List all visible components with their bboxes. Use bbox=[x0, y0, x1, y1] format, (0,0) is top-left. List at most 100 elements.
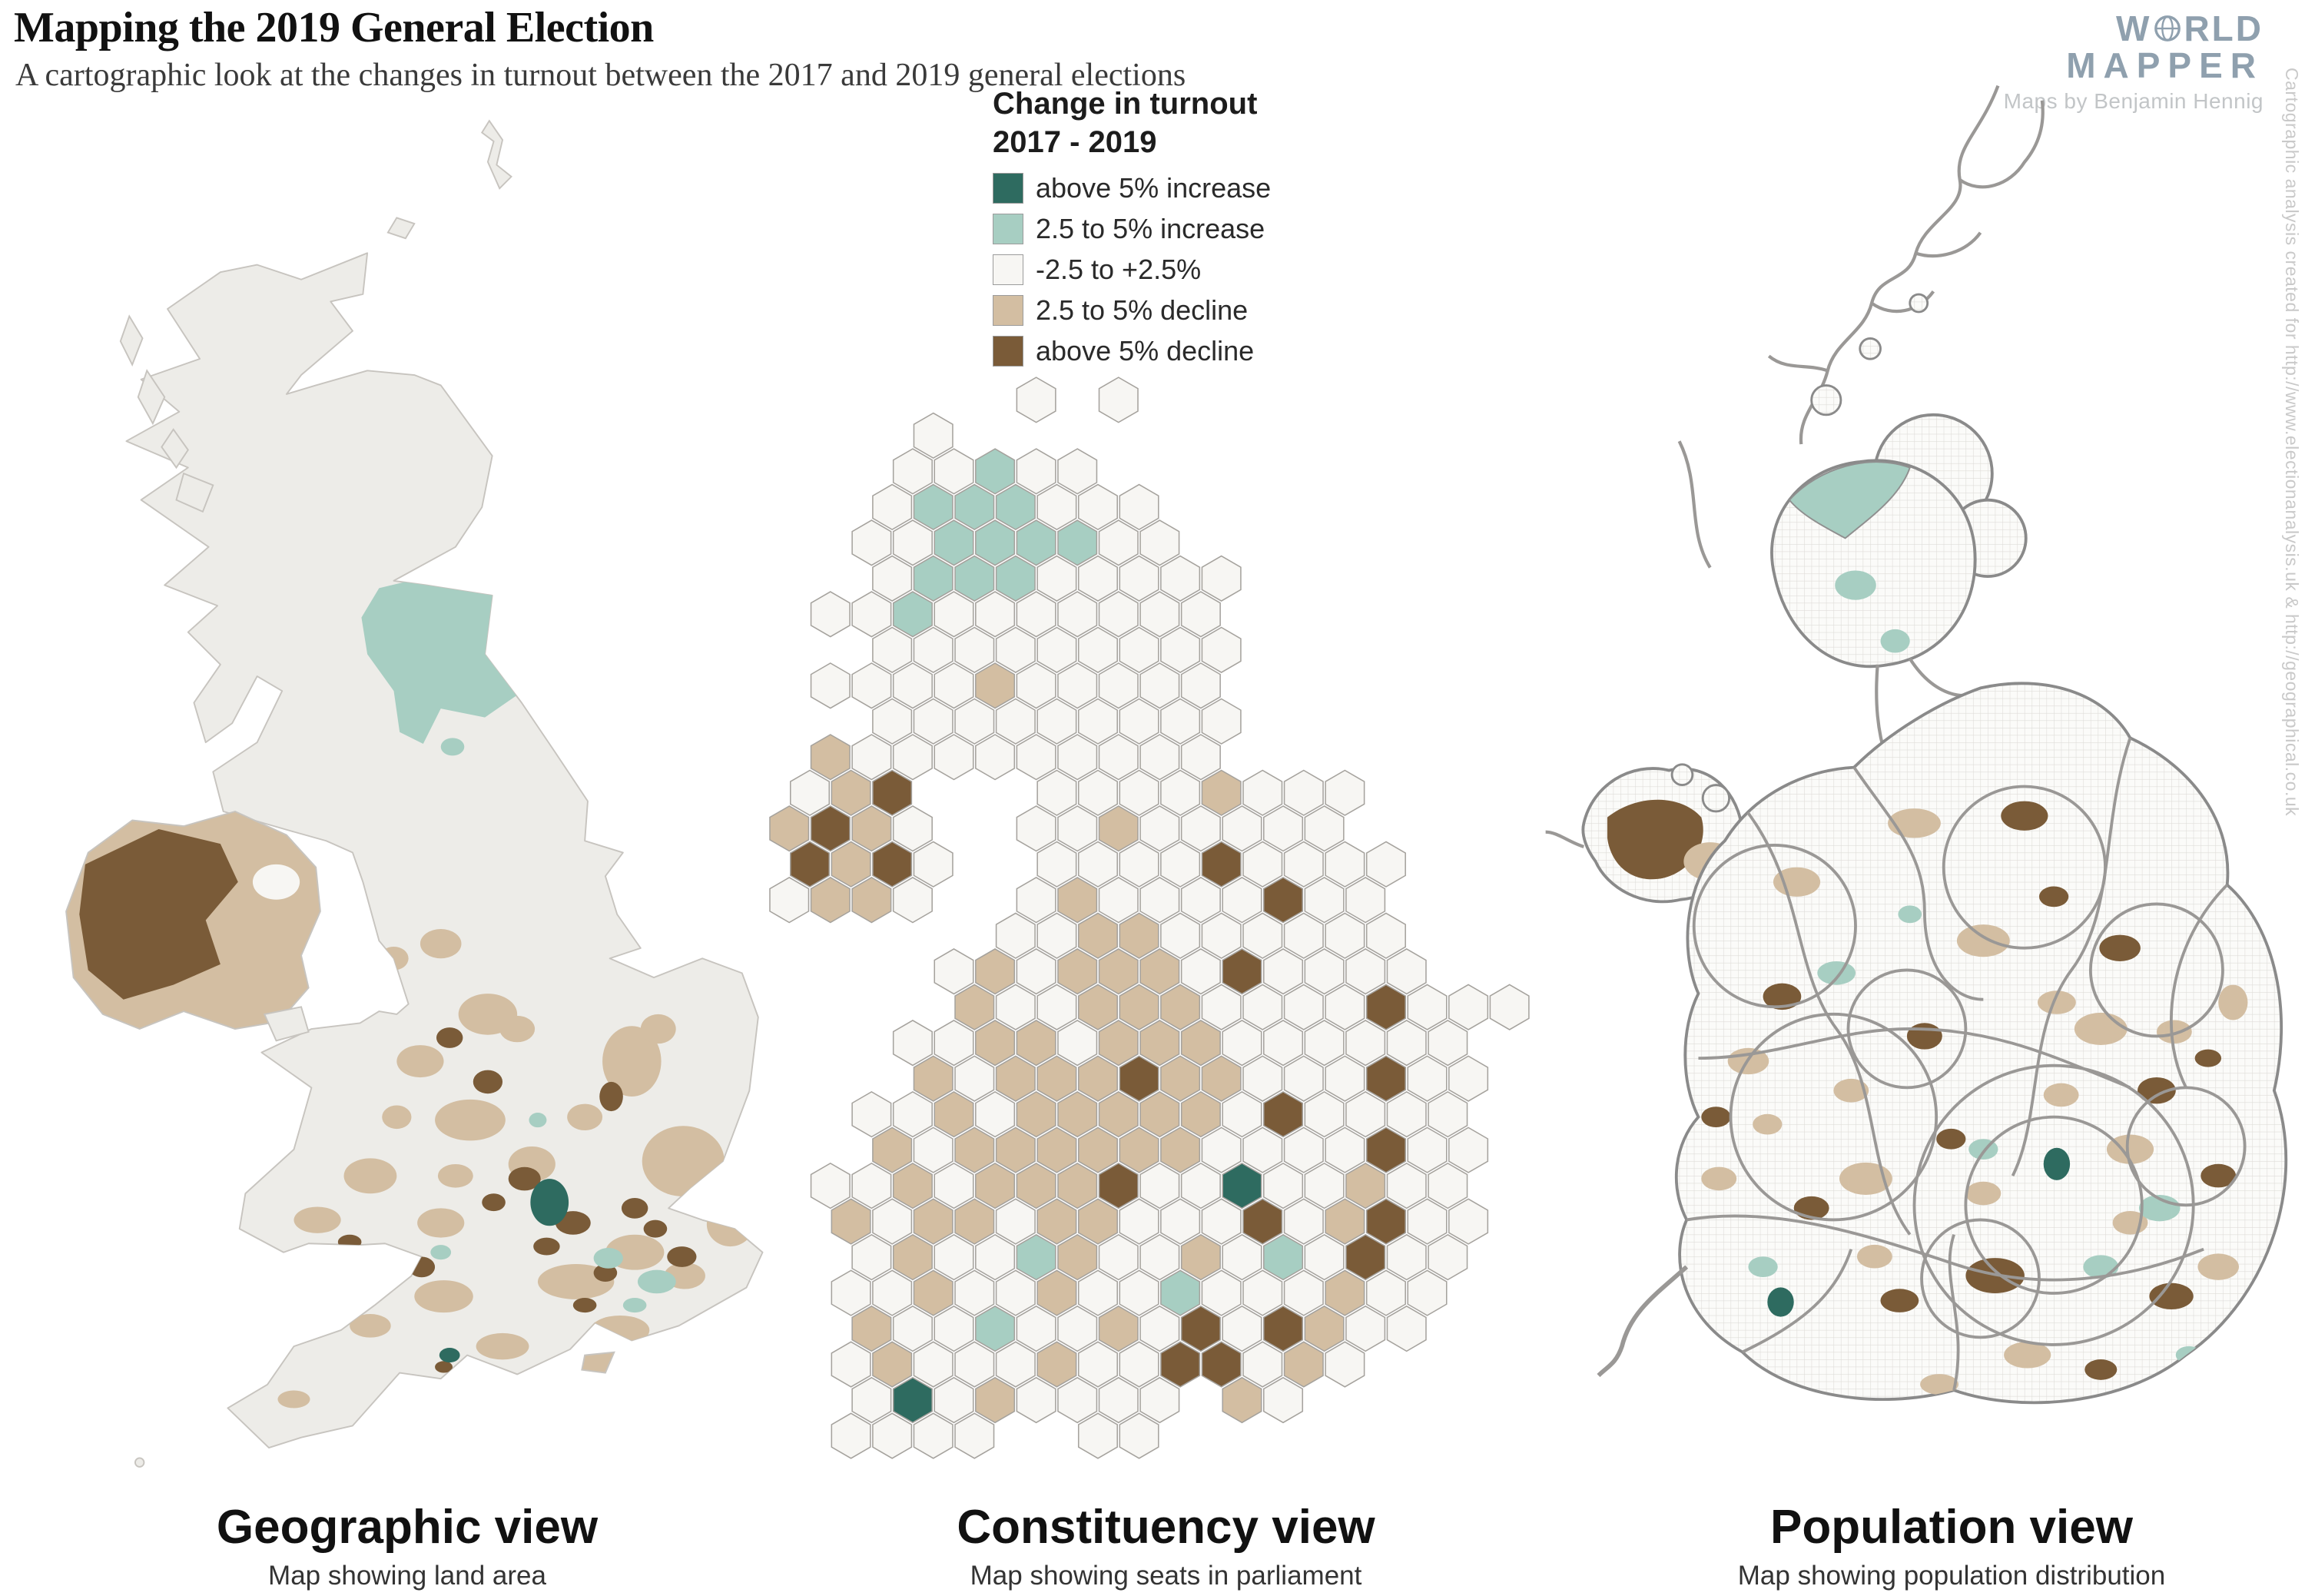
region-patch bbox=[590, 1315, 650, 1345]
hex-constituency bbox=[1201, 1341, 1242, 1388]
legend-item: above 5% decline bbox=[993, 335, 1346, 367]
hex-constituency bbox=[1119, 841, 1159, 888]
hex-constituency bbox=[1077, 1412, 1118, 1459]
hex-constituency bbox=[1036, 698, 1077, 745]
hex-constituency bbox=[1263, 1376, 1304, 1424]
hex-constituency bbox=[1160, 984, 1201, 1030]
region-patch bbox=[1898, 905, 1922, 924]
region-patch bbox=[2138, 1194, 2181, 1222]
region-patch bbox=[435, 1361, 453, 1373]
region-patch bbox=[396, 1045, 444, 1078]
hex-constituency bbox=[1325, 769, 1365, 816]
hex-constituency bbox=[1263, 805, 1304, 852]
hex-constituency bbox=[913, 483, 954, 530]
legend-label: 2.5 to 5% decline bbox=[1036, 294, 1249, 326]
region-patch bbox=[1753, 1113, 1783, 1135]
hex-constituency bbox=[1180, 805, 1221, 852]
hex-constituency bbox=[1222, 1376, 1262, 1424]
region-patch bbox=[2106, 1134, 2154, 1164]
region-patch bbox=[1833, 1078, 1869, 1103]
hex-constituency bbox=[1077, 841, 1118, 888]
geographic-map bbox=[65, 119, 764, 1468]
region-patch bbox=[637, 1269, 676, 1294]
hex-constituency bbox=[1057, 1305, 1098, 1352]
region-patch bbox=[414, 1280, 473, 1313]
hex-constituency bbox=[1407, 1269, 1448, 1316]
hex-constituency bbox=[1386, 1090, 1427, 1138]
region-patch bbox=[1701, 1107, 1731, 1127]
hex-constituency bbox=[1016, 377, 1056, 423]
region-patch bbox=[335, 1255, 370, 1279]
hex-constituency bbox=[1098, 662, 1139, 709]
region-patch bbox=[2156, 1020, 2192, 1044]
pop-england-wales bbox=[1597, 682, 2288, 1405]
hex-constituency bbox=[1263, 948, 1304, 995]
hex-constituency bbox=[1325, 841, 1365, 888]
hex-constituency bbox=[975, 734, 1016, 781]
hex-constituency bbox=[1036, 912, 1077, 959]
logo-credit: Maps by Benjamin Hennig bbox=[2003, 89, 2264, 113]
hex-constituency bbox=[1263, 1162, 1304, 1209]
region-patch bbox=[499, 1015, 536, 1043]
hex-constituency bbox=[1016, 1020, 1056, 1067]
hex-constituency bbox=[1057, 1090, 1098, 1138]
hex-constituency bbox=[831, 1412, 871, 1459]
hex-constituency bbox=[1160, 698, 1201, 745]
region-patch bbox=[440, 738, 465, 756]
region-patch bbox=[529, 1113, 547, 1128]
hex-constituency bbox=[1036, 626, 1077, 673]
hex-constituency bbox=[1139, 662, 1180, 709]
region-patch bbox=[622, 1298, 647, 1313]
hex-constituency bbox=[954, 483, 995, 530]
hex-constituency bbox=[1325, 912, 1365, 959]
region-patch bbox=[1748, 1256, 1778, 1277]
hex-constituency bbox=[1283, 984, 1324, 1030]
hex-constituency bbox=[1036, 984, 1077, 1030]
legend-item: 2.5 to 5% increase bbox=[993, 213, 1346, 245]
hex-constituency bbox=[1365, 984, 1406, 1030]
legend: Change in turnout 2017 - 2019 above 5% i… bbox=[993, 85, 1346, 376]
hex-constituency bbox=[913, 1126, 954, 1173]
hex-constituency bbox=[954, 698, 995, 745]
hex-constituency bbox=[1077, 1055, 1118, 1102]
legend-item: -2.5 to +2.5% bbox=[993, 254, 1346, 286]
region-patch bbox=[572, 1298, 597, 1313]
hex-constituency bbox=[1119, 698, 1159, 745]
hex-constituency bbox=[1345, 1090, 1386, 1138]
hex-constituency bbox=[1448, 1198, 1489, 1245]
region-patch bbox=[437, 1163, 473, 1188]
hex-constituency bbox=[1119, 1269, 1159, 1316]
hex-constituency bbox=[934, 734, 974, 781]
region-patch bbox=[567, 1103, 603, 1130]
hex-constituency bbox=[1283, 1126, 1324, 1173]
hex-constituency bbox=[975, 519, 1016, 566]
hex-constituency bbox=[1016, 519, 1056, 566]
region-patch bbox=[2218, 984, 2248, 1020]
hex-constituency bbox=[1119, 1126, 1159, 1173]
hex-constituency bbox=[872, 1198, 913, 1245]
hex-constituency bbox=[1057, 448, 1098, 495]
hex-constituency bbox=[1139, 1233, 1180, 1281]
hex-constituency bbox=[975, 662, 1016, 709]
region-patch bbox=[1920, 1374, 1958, 1395]
hex-constituency bbox=[975, 1162, 1016, 1209]
hex-constituency bbox=[913, 1341, 954, 1388]
hex-constituency bbox=[1263, 1233, 1304, 1281]
legend-swatch-increase-low bbox=[993, 214, 1023, 244]
hex-constituency bbox=[1139, 948, 1180, 995]
hex-constituency bbox=[975, 1376, 1016, 1424]
region-patch bbox=[667, 1246, 697, 1267]
hex-constituency bbox=[1036, 483, 1077, 530]
hex-constituency bbox=[769, 877, 810, 924]
view-title: Geographic view bbox=[216, 1501, 599, 1554]
hex-constituency bbox=[892, 591, 933, 638]
hex-constituency bbox=[1180, 1090, 1221, 1138]
hex-constituency bbox=[1016, 1376, 1056, 1424]
hex-constituency bbox=[934, 1020, 974, 1067]
hex-constituency bbox=[1077, 1198, 1118, 1245]
region-patch bbox=[350, 1314, 391, 1338]
hex-constituency bbox=[1222, 877, 1262, 924]
hex-constituency bbox=[872, 1126, 913, 1173]
hex-constituency bbox=[995, 1055, 1036, 1102]
hex-constituency bbox=[1428, 1020, 1468, 1067]
